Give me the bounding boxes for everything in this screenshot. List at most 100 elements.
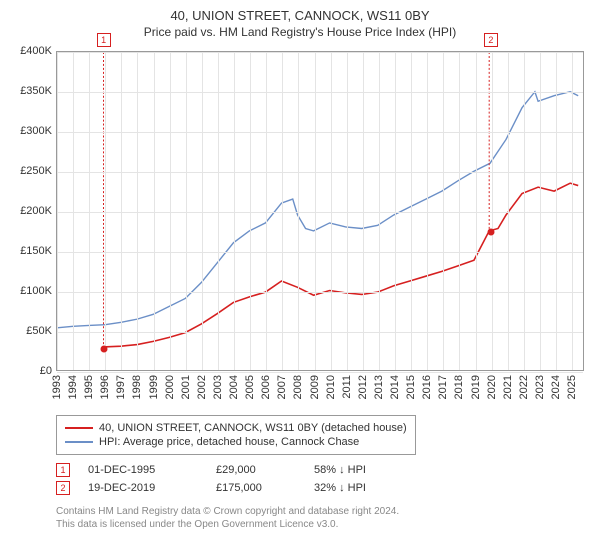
gridline-v — [234, 52, 235, 370]
gridline-v — [508, 52, 509, 370]
x-axis-label: 1996 — [99, 375, 111, 399]
x-axis-label: 2004 — [228, 375, 240, 399]
gridline-h — [57, 52, 583, 53]
legend-row: 40, UNION STREET, CANNOCK, WS11 0BY (det… — [65, 422, 407, 434]
y-axis-label: £150K — [7, 245, 52, 257]
y-axis-label: £250K — [7, 165, 52, 177]
x-axis-label: 2015 — [405, 375, 417, 399]
x-axis-label: 2001 — [180, 375, 192, 399]
x-axis-label: 2014 — [389, 375, 401, 399]
x-axis-label: 2000 — [164, 375, 176, 399]
sale-marker-dot — [100, 345, 107, 352]
legend-swatch — [65, 427, 93, 429]
legend-swatch — [65, 441, 93, 443]
sale-marker-box: 2 — [484, 33, 498, 47]
plot-area: 12 — [56, 51, 584, 371]
y-axis-label: £400K — [7, 45, 52, 57]
gridline-v — [218, 52, 219, 370]
gridline-v — [347, 52, 348, 370]
x-axis-label: 2008 — [292, 375, 304, 399]
gridline-v — [524, 52, 525, 370]
x-axis-label: 2020 — [486, 375, 498, 399]
gridline-h — [57, 172, 583, 173]
gridline-h — [57, 212, 583, 213]
gridline-v — [459, 52, 460, 370]
gridline-v — [282, 52, 283, 370]
gridline-v — [443, 52, 444, 370]
x-axis-label: 2002 — [196, 375, 208, 399]
x-axis-label: 2018 — [453, 375, 465, 399]
x-axis-label: 2024 — [550, 375, 562, 399]
gridline-h — [57, 292, 583, 293]
x-axis-label: 1998 — [131, 375, 143, 399]
x-axis-label: 1999 — [148, 375, 160, 399]
sale-row-pct: 58% ↓ HPI — [314, 464, 414, 476]
gridline-v — [121, 52, 122, 370]
footer-line-1: Contains HM Land Registry data © Crown c… — [56, 505, 592, 518]
x-axis-label: 2019 — [470, 375, 482, 399]
footer-line-2: This data is licensed under the Open Gov… — [56, 518, 592, 531]
legend-row: HPI: Average price, detached house, Cann… — [65, 436, 407, 448]
gridline-v — [411, 52, 412, 370]
gridline-v — [298, 52, 299, 370]
x-axis-label: 2009 — [309, 375, 321, 399]
x-axis-label: 1995 — [83, 375, 95, 399]
gridline-v — [170, 52, 171, 370]
gridline-v — [137, 52, 138, 370]
x-axis-label: 2017 — [437, 375, 449, 399]
x-axis-label: 1994 — [67, 375, 79, 399]
gridline-v — [105, 52, 106, 370]
x-axis-label: 2010 — [325, 375, 337, 399]
x-axis-label: 2012 — [357, 375, 369, 399]
chart-subtitle: Price paid vs. HM Land Registry's House … — [8, 25, 592, 39]
sale-row-date: 19-DEC-2019 — [88, 482, 198, 494]
gridline-v — [186, 52, 187, 370]
x-axis-label: 2013 — [373, 375, 385, 399]
gridline-v — [73, 52, 74, 370]
y-axis-label: £50K — [7, 325, 52, 337]
x-axis-label: 1993 — [51, 375, 63, 399]
legend: 40, UNION STREET, CANNOCK, WS11 0BY (det… — [56, 415, 416, 455]
x-axis-label: 2007 — [276, 375, 288, 399]
y-axis-label: £350K — [7, 85, 52, 97]
gridline-h — [57, 332, 583, 333]
gridline-v — [315, 52, 316, 370]
legend-label: 40, UNION STREET, CANNOCK, WS11 0BY (det… — [99, 422, 407, 434]
x-axis-label: 2022 — [518, 375, 530, 399]
line-layer — [57, 52, 583, 370]
footer-attribution: Contains HM Land Registry data © Crown c… — [56, 505, 592, 531]
x-axis-label: 2016 — [421, 375, 433, 399]
gridline-h — [57, 372, 583, 373]
sale-row-price: £29,000 — [216, 464, 296, 476]
chart-title: 40, UNION STREET, CANNOCK, WS11 0BY — [8, 8, 592, 23]
gridline-v — [57, 52, 58, 370]
gridline-v — [266, 52, 267, 370]
x-axis-label: 2025 — [566, 375, 578, 399]
gridline-v — [379, 52, 380, 370]
gridline-v — [363, 52, 364, 370]
x-axis-label: 2006 — [260, 375, 272, 399]
sale-row-marker: 1 — [56, 463, 70, 477]
sale-row-pct: 32% ↓ HPI — [314, 482, 414, 494]
sale-row-date: 01-DEC-1995 — [88, 464, 198, 476]
chart: 12 £0£50K£100K£150K£200K£250K£300K£350K£… — [8, 47, 592, 407]
x-axis-label: 2011 — [341, 375, 353, 399]
gridline-v — [202, 52, 203, 370]
gridline-v — [572, 52, 573, 370]
gridline-v — [556, 52, 557, 370]
x-axis-label: 2005 — [244, 375, 256, 399]
gridline-h — [57, 92, 583, 93]
sale-row: 219-DEC-2019£175,00032% ↓ HPI — [56, 481, 592, 495]
x-axis-label: 2023 — [534, 375, 546, 399]
sales-table: 1 01-DEC-1995 £29,000 58% ↓ HPI 2 19-DEC-2019… — [56, 463, 592, 495]
sale-row: 1 01-DEC-1995 £29,000 58% ↓ HPI — [56, 463, 592, 477]
gridline-v — [250, 52, 251, 370]
gridline-v — [331, 52, 332, 370]
gridline-h — [57, 132, 583, 133]
gridline-v — [154, 52, 155, 370]
y-axis-label: £100K — [7, 285, 52, 297]
sale-row-marker: 2 — [56, 481, 70, 495]
gridline-v — [492, 52, 493, 370]
gridline-v — [427, 52, 428, 370]
gridline-h — [57, 252, 583, 253]
